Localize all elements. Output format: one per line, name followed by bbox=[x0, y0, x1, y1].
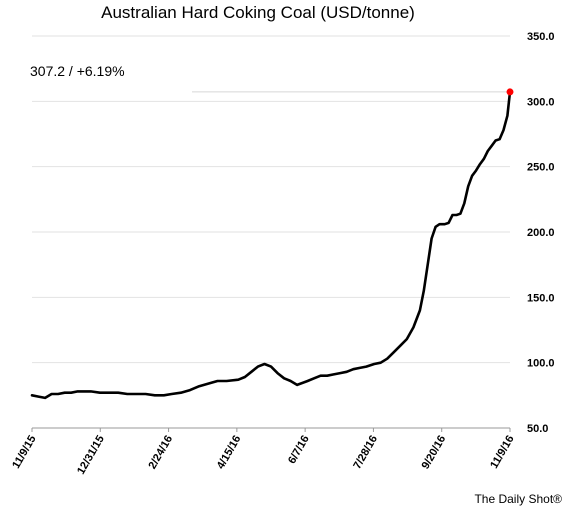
x-tick-label: 7/28/16 bbox=[351, 434, 380, 472]
series-layer bbox=[30, 88, 514, 400]
source-label: The Daily Shot® bbox=[474, 492, 562, 506]
series-line bbox=[30, 90, 512, 400]
last-value-annotation: 307.2 / +6.19% bbox=[30, 63, 125, 79]
axes: 50.0 100.0 150.0 200.0 250.0 300.0 350.0 11/9/1… bbox=[10, 31, 554, 477]
y-tick-label: 200.0 bbox=[527, 227, 555, 239]
x-tick-label: 4/15/16 bbox=[215, 434, 244, 472]
x-tick-label: 9/20/16 bbox=[420, 434, 449, 472]
last-data-point bbox=[506, 88, 514, 96]
y-tick-label: 250.0 bbox=[527, 162, 555, 174]
y-tick-label: 350.0 bbox=[527, 31, 555, 43]
x-tick-label: 2/24/16 bbox=[146, 434, 175, 472]
x-tick-label: 11/9/15 bbox=[10, 434, 38, 471]
gridlines bbox=[32, 35, 510, 364]
x-tick-label: 12/31/15 bbox=[75, 434, 107, 477]
y-tick-label: 50.0 bbox=[527, 423, 548, 435]
x-tick-label: 11/9/16 bbox=[488, 434, 516, 471]
x-tick-label: 6/7/16 bbox=[286, 434, 312, 466]
y-tick-label: 300.0 bbox=[527, 96, 555, 108]
chart-title: Australian Hard Coking Coal (USD/tonne) bbox=[101, 3, 415, 22]
y-tick-label: 150.0 bbox=[527, 292, 555, 304]
y-tick-label: 100.0 bbox=[527, 358, 555, 370]
